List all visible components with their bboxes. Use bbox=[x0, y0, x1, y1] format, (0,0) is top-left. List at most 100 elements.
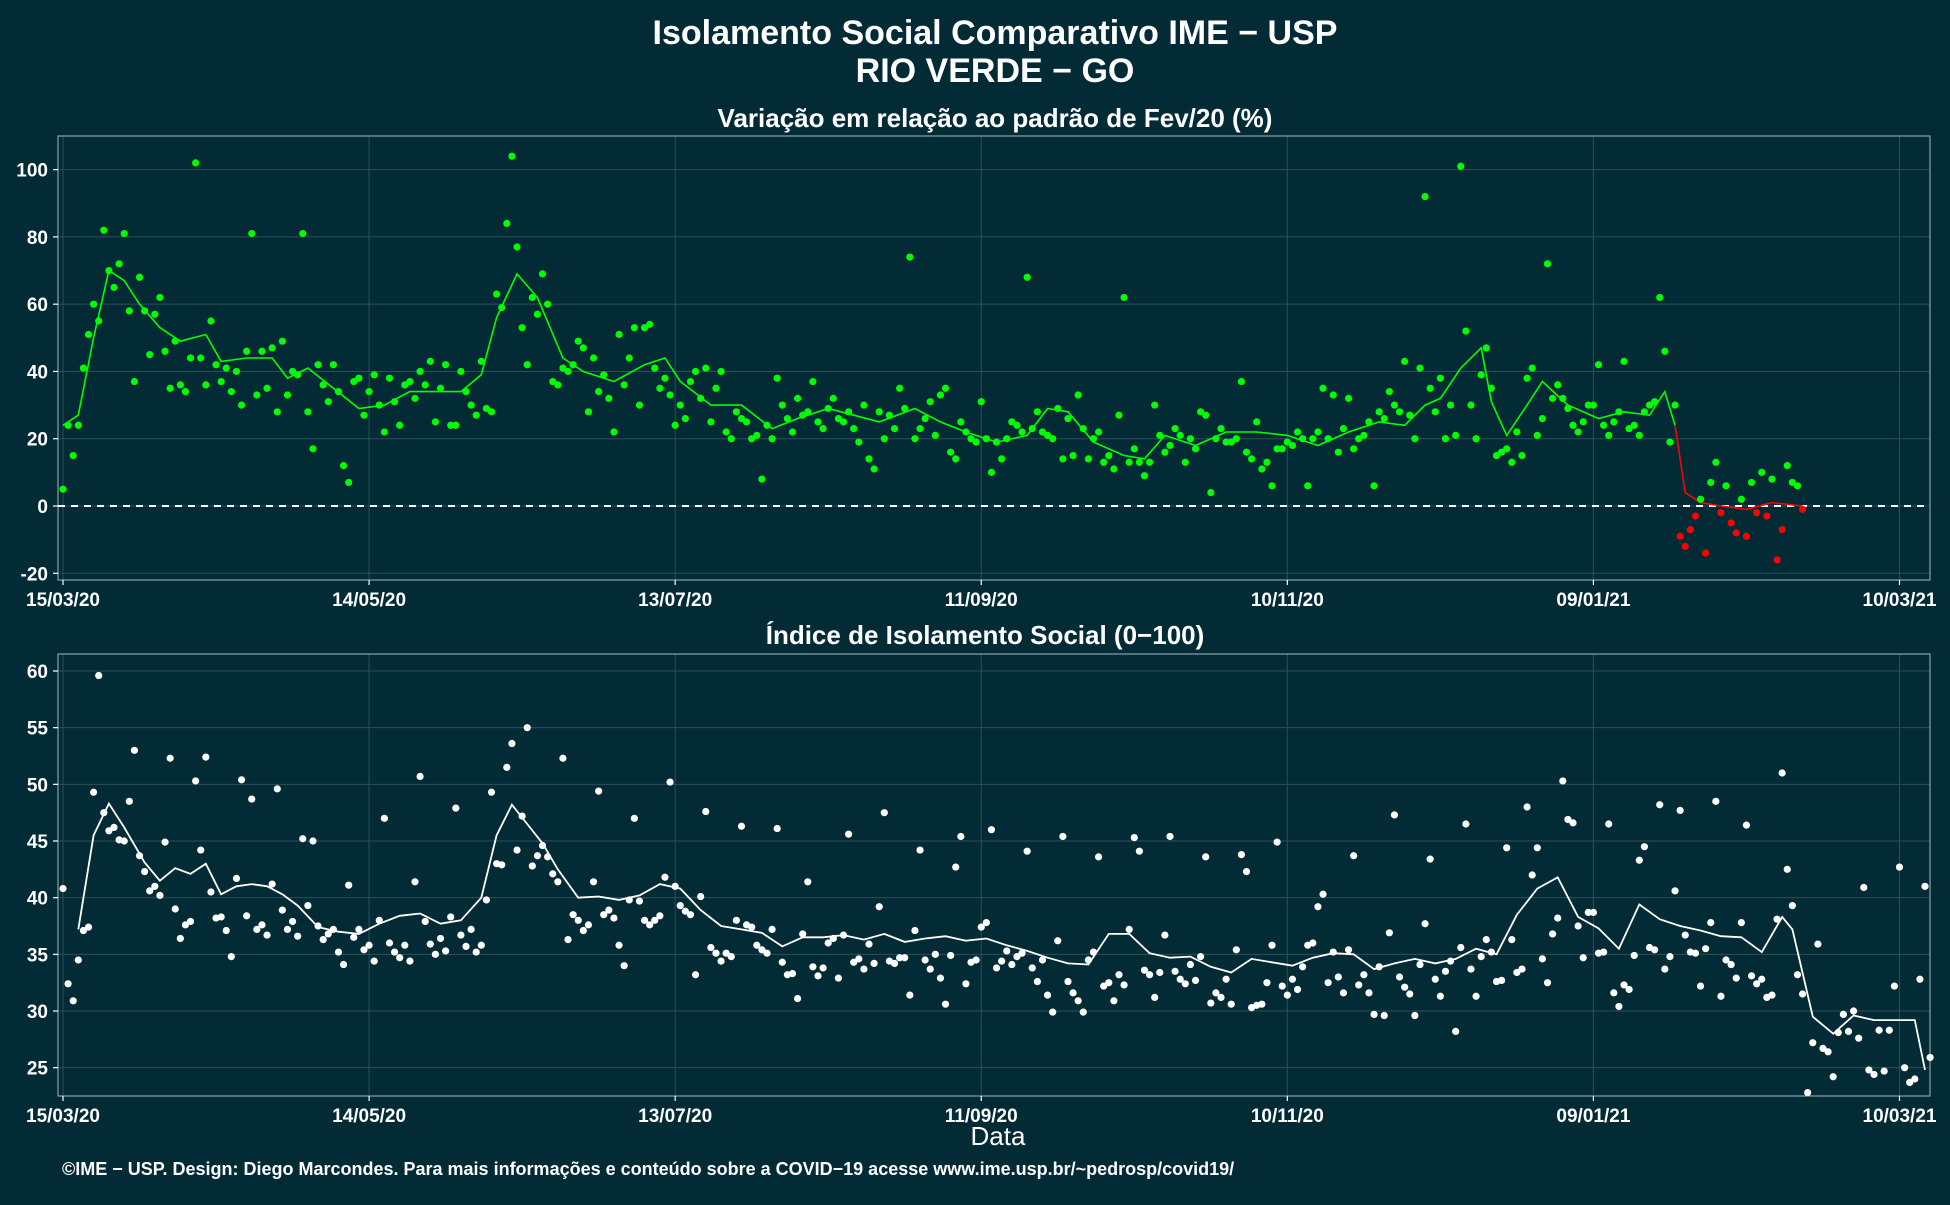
y-tick-label: 100 bbox=[16, 161, 48, 182]
data-point bbox=[1344, 394, 1353, 402]
data-point bbox=[1707, 478, 1715, 487]
data-point bbox=[105, 827, 113, 835]
data-point bbox=[202, 753, 210, 761]
data-point bbox=[442, 361, 450, 369]
panel2-title: Índice de Isolamento Social (0−100) bbox=[766, 620, 1205, 650]
data-point bbox=[503, 219, 511, 228]
data-point bbox=[171, 337, 179, 345]
data-point bbox=[911, 926, 919, 935]
data-point bbox=[69, 451, 77, 460]
data-point bbox=[120, 229, 128, 238]
data-point bbox=[1140, 966, 1149, 974]
y-tick-label: 20 bbox=[27, 430, 48, 451]
data-point bbox=[350, 377, 358, 386]
data-point bbox=[299, 229, 307, 238]
data-point bbox=[1696, 495, 1705, 503]
data-point bbox=[385, 939, 394, 947]
data-point bbox=[880, 809, 888, 817]
data-point bbox=[207, 888, 215, 896]
data-point bbox=[1462, 327, 1470, 335]
data-point bbox=[1753, 980, 1761, 988]
data-point bbox=[941, 384, 950, 392]
data-point bbox=[778, 401, 786, 409]
data-point bbox=[1742, 532, 1751, 540]
x-axis-title: Data bbox=[971, 1121, 1026, 1151]
data-point bbox=[1033, 408, 1041, 416]
data-point bbox=[1263, 458, 1271, 466]
data-point bbox=[967, 435, 975, 443]
data-point bbox=[1446, 957, 1455, 965]
x-tick-label: 10/03/21 bbox=[1863, 590, 1937, 611]
data-point bbox=[1549, 394, 1557, 402]
data-point bbox=[1691, 949, 1700, 957]
data-point bbox=[1809, 1039, 1817, 1047]
data-point bbox=[1574, 428, 1582, 436]
data-point bbox=[390, 948, 399, 956]
data-point bbox=[181, 921, 190, 929]
data-point bbox=[1339, 425, 1348, 433]
data-point bbox=[360, 946, 368, 954]
data-point bbox=[1064, 414, 1072, 423]
data-point bbox=[283, 391, 292, 399]
data-point bbox=[115, 260, 123, 268]
data-point bbox=[1401, 983, 1409, 991]
data-point bbox=[1360, 971, 1368, 979]
data-point bbox=[630, 814, 638, 822]
data-point bbox=[457, 367, 465, 376]
data-point bbox=[1033, 977, 1041, 986]
data-point bbox=[1880, 1067, 1888, 1075]
data-point bbox=[253, 925, 261, 934]
data-point bbox=[737, 414, 746, 423]
data-point bbox=[401, 381, 409, 389]
data-point bbox=[1497, 976, 1506, 985]
data-point bbox=[151, 310, 159, 318]
data-point bbox=[727, 435, 735, 443]
data-point bbox=[1283, 991, 1291, 999]
data-point bbox=[686, 911, 695, 919]
data-point bbox=[1380, 414, 1388, 423]
data-point bbox=[447, 421, 455, 429]
data-point bbox=[416, 772, 424, 781]
data-point bbox=[1630, 951, 1638, 960]
data-point bbox=[783, 414, 791, 423]
data-point bbox=[957, 832, 965, 841]
data-point bbox=[1314, 903, 1322, 911]
data-point bbox=[1008, 960, 1016, 969]
data-point bbox=[176, 934, 184, 943]
data-point bbox=[1472, 992, 1480, 1000]
data-point bbox=[1028, 964, 1036, 972]
data-point bbox=[538, 841, 547, 850]
panel-frame bbox=[57, 653, 1931, 1097]
data-point bbox=[1043, 991, 1052, 999]
data-point bbox=[1916, 975, 1924, 983]
data-point bbox=[829, 934, 837, 943]
data-point bbox=[477, 941, 485, 949]
data-point bbox=[161, 347, 169, 355]
data-point bbox=[1768, 475, 1776, 483]
data-point bbox=[258, 921, 266, 929]
data-point bbox=[1926, 1053, 1934, 1062]
data-point bbox=[732, 408, 740, 416]
data-point bbox=[375, 916, 383, 924]
data-point bbox=[748, 923, 756, 931]
data-point bbox=[1171, 967, 1179, 975]
data-point bbox=[309, 837, 317, 845]
data-point bbox=[192, 777, 200, 785]
data-point bbox=[1844, 1027, 1853, 1035]
data-point bbox=[1191, 445, 1200, 453]
data-point bbox=[278, 906, 286, 914]
data-point bbox=[952, 455, 960, 463]
data-point bbox=[447, 913, 455, 921]
data-point bbox=[1554, 914, 1562, 922]
data-point bbox=[1645, 401, 1654, 409]
data-point bbox=[533, 310, 542, 318]
data-point bbox=[921, 956, 929, 964]
data-point bbox=[1579, 954, 1587, 962]
data-point bbox=[610, 428, 618, 436]
data-point bbox=[1309, 939, 1317, 947]
data-point bbox=[1829, 1073, 1837, 1081]
data-point bbox=[1788, 478, 1796, 487]
data-point bbox=[1615, 408, 1623, 416]
data-point bbox=[1911, 1075, 1919, 1083]
data-point bbox=[1268, 941, 1276, 949]
